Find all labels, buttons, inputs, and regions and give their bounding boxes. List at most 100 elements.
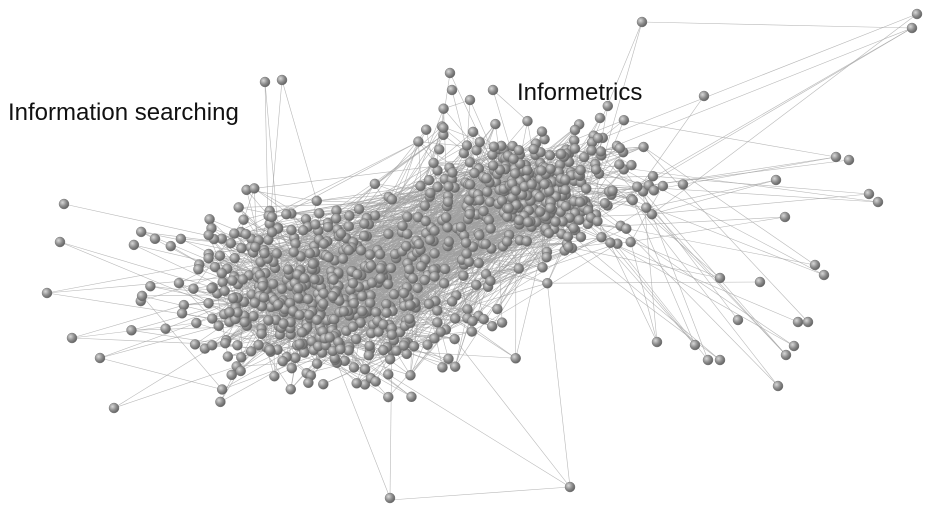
graph-node	[307, 258, 319, 270]
graph-node	[772, 380, 784, 392]
graph-node	[193, 264, 204, 275]
graph-edge	[623, 119, 837, 158]
graph-node	[215, 396, 226, 408]
graph-node	[126, 325, 137, 336]
graph-node	[250, 241, 261, 253]
graph-edge	[269, 210, 337, 219]
graph-node	[165, 240, 177, 252]
graph-node	[550, 216, 561, 227]
graph-node	[792, 316, 804, 328]
graph-node	[450, 313, 461, 324]
graph-node	[443, 353, 454, 364]
graph-node	[575, 164, 586, 176]
graph-node	[458, 270, 469, 281]
graph-edge	[636, 27, 913, 187]
graph-edge	[651, 179, 777, 215]
graph-node	[602, 100, 613, 112]
graph-node	[369, 178, 381, 190]
graph-node	[677, 179, 689, 190]
graph-node	[536, 126, 548, 137]
graph-edge	[293, 311, 412, 398]
graph-node	[225, 237, 237, 249]
graph-edge	[601, 237, 795, 347]
graph-node	[508, 153, 519, 165]
graph-node	[128, 239, 140, 251]
graph-node	[474, 136, 485, 148]
graph-node	[357, 291, 368, 302]
graph-node	[365, 260, 377, 271]
graph-node	[522, 216, 534, 228]
graph-node	[398, 287, 410, 299]
graph-edge	[620, 225, 779, 387]
graph-edge	[632, 199, 696, 346]
graph-node	[266, 211, 278, 223]
graph-node	[594, 112, 606, 124]
graph-node	[425, 187, 436, 199]
graph-edge	[560, 164, 649, 186]
graph-edge	[99, 325, 220, 359]
graph-node	[770, 174, 782, 186]
graph-node	[501, 236, 513, 247]
graph-node	[442, 222, 453, 233]
graph-node	[259, 76, 271, 88]
graph-node	[359, 218, 370, 229]
graph-node	[263, 315, 274, 326]
graph-node	[216, 268, 228, 279]
graph-edge	[643, 146, 816, 266]
graph-node	[510, 353, 521, 364]
graph-node	[293, 292, 304, 303]
graph-node	[404, 299, 416, 311]
graph-node	[621, 223, 632, 234]
graph-node	[288, 246, 299, 258]
graph-node	[264, 344, 276, 356]
graph-node	[359, 364, 371, 375]
graph-node	[556, 148, 567, 160]
graph-node	[357, 306, 368, 317]
graph-node	[209, 261, 221, 273]
graph-node	[473, 257, 484, 269]
graph-node	[496, 317, 508, 328]
graph-node	[485, 275, 496, 287]
graph-node	[607, 185, 618, 196]
graph-node	[522, 165, 533, 176]
graph-node	[249, 183, 260, 194]
graph-node	[233, 202, 244, 213]
graph-edge	[246, 189, 317, 202]
graph-node	[245, 346, 257, 357]
graph-node	[370, 376, 381, 387]
graph-edge	[281, 79, 318, 202]
graph-node	[447, 296, 458, 307]
graph-edge	[428, 154, 493, 181]
graph-node	[863, 188, 875, 200]
graph-node	[605, 237, 616, 248]
graph-node	[614, 159, 625, 170]
graph-node	[226, 369, 237, 381]
graph-node	[647, 170, 659, 182]
graph-node	[318, 238, 330, 249]
graph-node	[429, 333, 440, 344]
graph-node	[235, 365, 246, 377]
graph-edge	[268, 79, 283, 225]
graph-node	[384, 492, 396, 504]
graph-edge	[332, 350, 411, 376]
graph-node	[599, 197, 611, 209]
graph-node	[419, 200, 431, 211]
graph-node	[286, 224, 297, 236]
graph-edge	[99, 357, 223, 391]
graph-node	[296, 327, 308, 338]
graph-node	[522, 115, 533, 127]
graph-node	[698, 90, 710, 102]
graph-node	[474, 230, 485, 241]
nodes-layer	[41, 8, 923, 504]
graph-node	[282, 264, 294, 275]
graph-node	[335, 228, 347, 239]
graph-node	[335, 344, 346, 355]
graph-node	[388, 289, 400, 300]
graph-node	[303, 377, 314, 388]
graph-node	[595, 146, 607, 157]
graph-edge	[243, 219, 311, 254]
graph-node	[344, 210, 355, 222]
graph-node	[257, 281, 268, 292]
graph-node	[207, 313, 218, 324]
